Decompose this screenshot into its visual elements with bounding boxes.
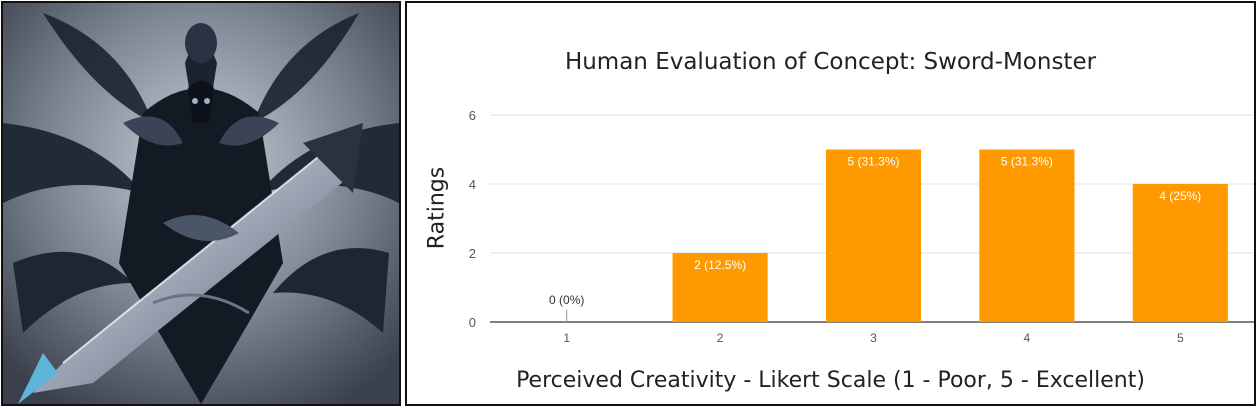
bar-data-label: 4 (25%) bbox=[1159, 189, 1201, 203]
x-tick-label: 4 bbox=[1024, 331, 1031, 345]
x-tick-label: 2 bbox=[717, 331, 724, 345]
bar-data-label: 0 (0%) bbox=[549, 293, 584, 307]
sword-monster-artwork bbox=[1, 1, 401, 406]
bar-data-label: 5 (31.3%) bbox=[847, 155, 899, 169]
y-tick-label: 6 bbox=[469, 108, 476, 123]
bar-data-label: 2 (12.5%) bbox=[694, 258, 746, 272]
bar-chart-panel: Human Evaluation of Concept: Sword-Monst… bbox=[405, 1, 1256, 406]
chart-plot-area: 0 2 4 6 0 (0%) 1 2 (12.5%) 2 5 (31.3%) 3 5 (31.3%)… bbox=[469, 108, 1254, 345]
x-tick-label: 5 bbox=[1177, 331, 1184, 345]
bar-data-label: 5 (31.3%) bbox=[1001, 155, 1053, 169]
bar bbox=[1132, 184, 1228, 322]
chart-title: Human Evaluation of Concept: Sword-Monst… bbox=[564, 49, 1097, 75]
x-tick-label: 1 bbox=[563, 331, 570, 345]
bar bbox=[825, 149, 922, 322]
y-tick-label: 0 bbox=[469, 315, 476, 330]
bar bbox=[672, 253, 768, 322]
x-axis-label: Perceived Creativity - Likert Scale (1 -… bbox=[516, 368, 1145, 393]
y-tick-label: 4 bbox=[469, 177, 476, 192]
y-tick-label: 2 bbox=[469, 246, 476, 261]
x-tick-label: 3 bbox=[870, 331, 877, 345]
bar bbox=[979, 149, 1075, 322]
sword-monster-image bbox=[3, 3, 399, 404]
